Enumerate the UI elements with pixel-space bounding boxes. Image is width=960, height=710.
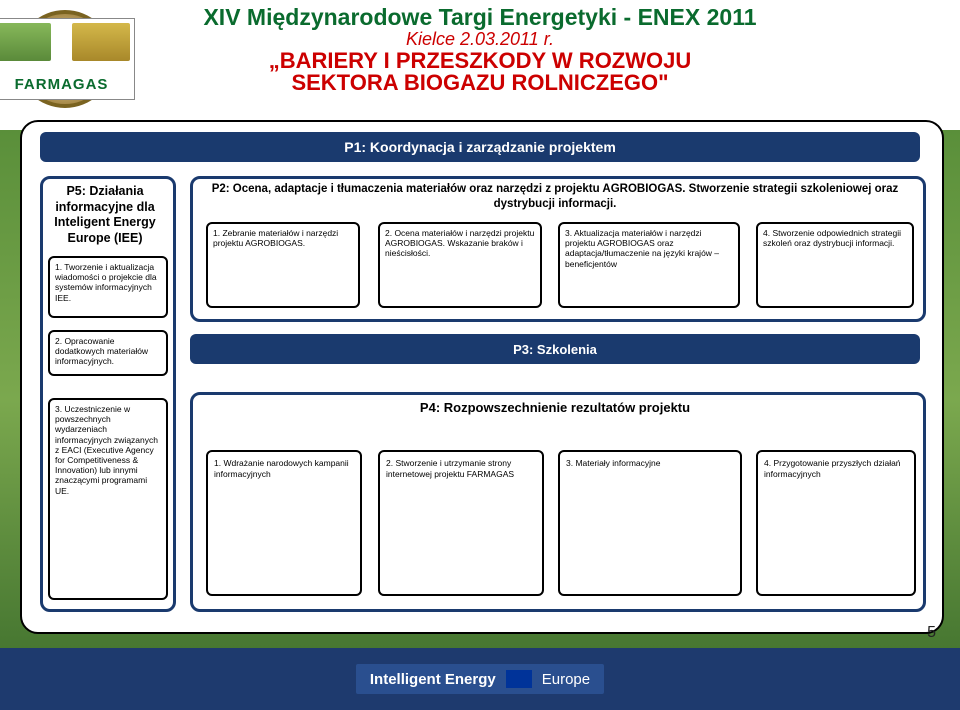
farmagas-img-right xyxy=(72,23,130,61)
p2-cell-1: 1. Zebranie materiałów i narzędzi projek… xyxy=(206,222,360,308)
iee-badge: Intelligent Energy Europe xyxy=(356,664,604,694)
iee-brand: Intelligent Energy xyxy=(370,671,496,688)
p2-title: P2: Ocena, adaptacje i tłumaczenia mater… xyxy=(200,182,910,212)
farmagas-img-left xyxy=(0,23,51,61)
p5-item-1: 1. Tworzenie i aktualizacja wiadomości o… xyxy=(48,256,168,318)
eu-flag-icon xyxy=(506,670,532,688)
p4-title: P4: Rozpowszechnienie rezultatów projekt… xyxy=(200,400,910,415)
iee-region: Europe xyxy=(542,671,590,688)
page-number: 5 xyxy=(927,624,936,642)
header: XIV Międzynarodowe Targi Energetyki - EN… xyxy=(0,0,960,130)
p4-cell-2: 2. Stworzenie i utrzymanie strony intern… xyxy=(378,450,544,596)
p2-cell-2: 2. Ocena materiałów i narzędzi projektu … xyxy=(378,222,542,308)
p3-label: P3: Szkolenia xyxy=(513,342,597,357)
p4-cell-4: 4. Przygotowanie przyszłych działań info… xyxy=(756,450,916,596)
header-sub3: SEKTORA BIOGAZU ROLNICZEGO" xyxy=(0,70,960,96)
p2-cell-4: 4. Stworzenie odpowiednich strategii szk… xyxy=(756,222,914,308)
farmagas-label: FARMAGAS xyxy=(0,76,134,93)
p4-cell-3: 3. Materiały informacyjne xyxy=(558,450,742,596)
p4-cell-1: 1. Wdrażanie narodowych kampanii informa… xyxy=(206,450,362,596)
footer-bar: Intelligent Energy Europe xyxy=(0,648,960,710)
header-sub1: Kielce 2.03.2011 r. xyxy=(0,29,960,50)
logo-farmagas: FARMAGAS xyxy=(0,18,135,100)
header-title: XIV Międzynarodowe Targi Energetyki - EN… xyxy=(0,4,960,31)
p5-title: P5: Działania informacyjne dla Inteligen… xyxy=(48,184,162,247)
p1-bar: P1: Koordynacja i zarządzanie projektem xyxy=(40,132,920,162)
p1-label: P1: Koordynacja i zarządzanie projektem xyxy=(344,139,616,155)
p5-item-2: 2. Opracowanie dodatkowych materiałów in… xyxy=(48,330,168,376)
p3-bar: P3: Szkolenia xyxy=(190,334,920,364)
p5-item-3: 3. Uczestniczenie w powszechnych wydarze… xyxy=(48,398,168,600)
p2-cell-3: 3. Aktualizacja materiałów i narzędzi pr… xyxy=(558,222,740,308)
